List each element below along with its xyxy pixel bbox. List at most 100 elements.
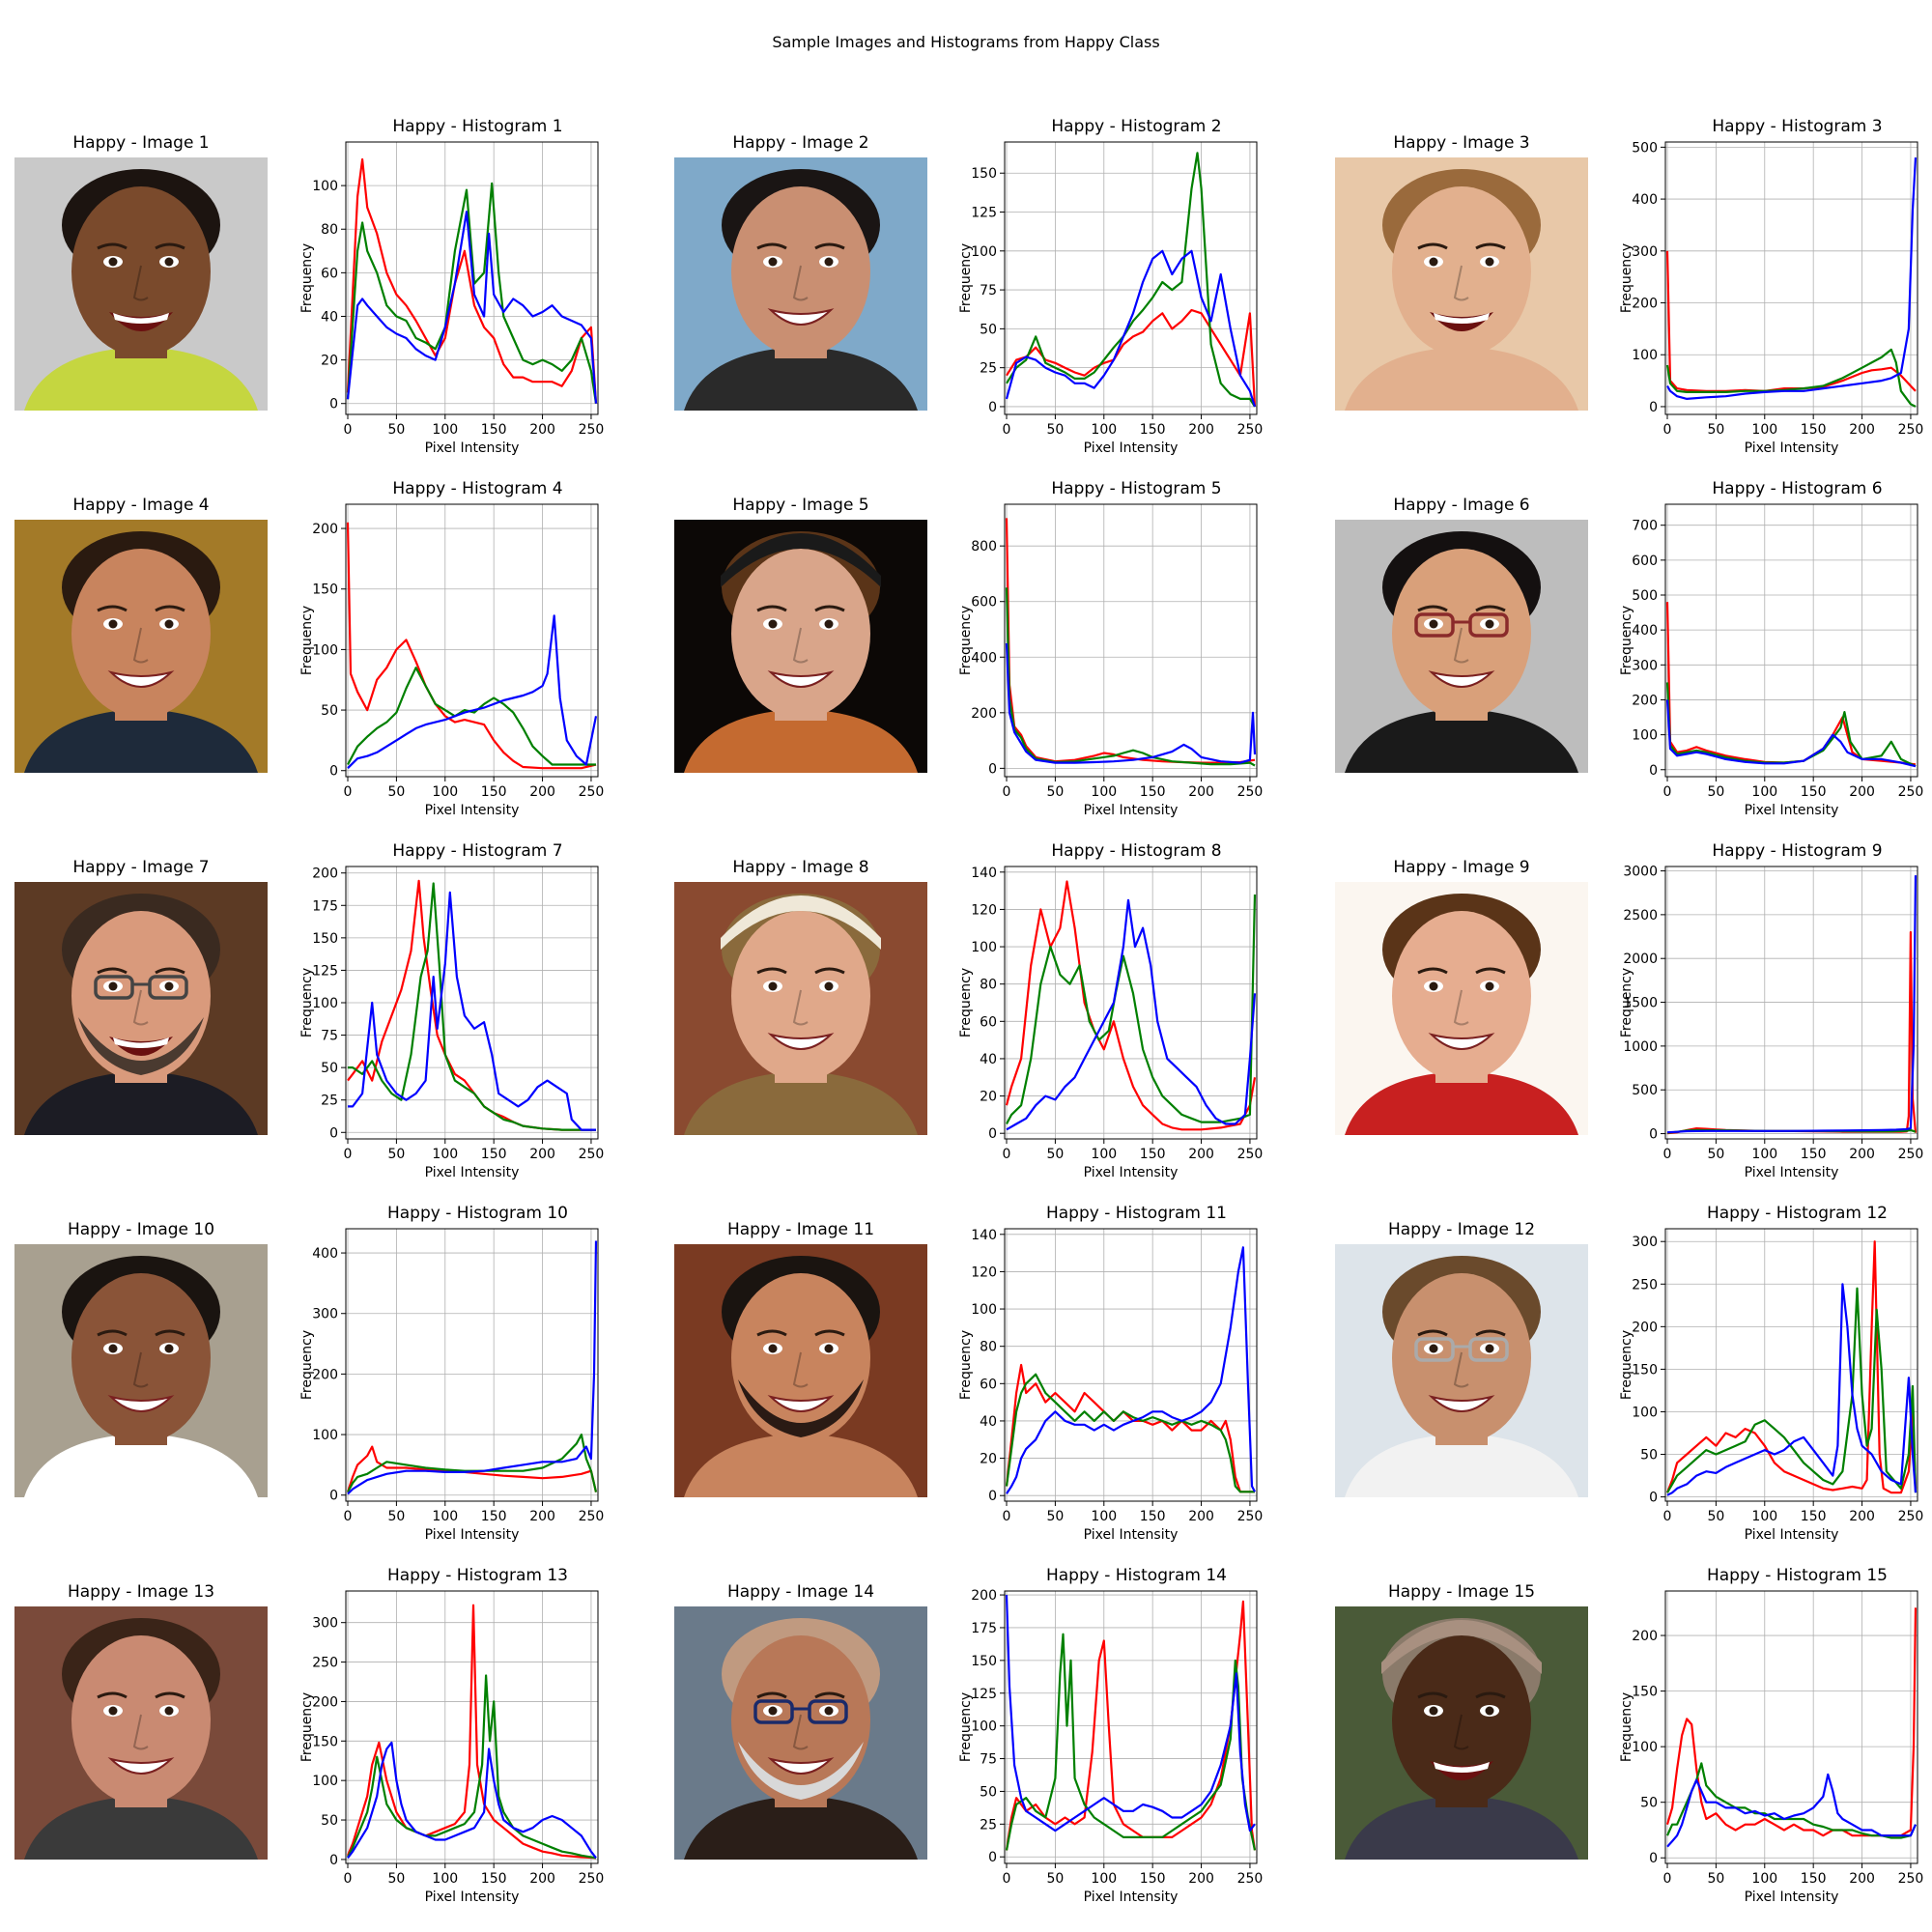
series-group [1005,1595,1257,1851]
x-tick-label: 100 [1751,1871,1777,1887]
series-line-blue [347,1240,598,1495]
y-tick-label: 0 [1649,763,1658,779]
left-eyebrow [756,1691,787,1699]
x-tick-label: 250 [579,1147,605,1162]
right-pupil [824,1706,834,1716]
x-ticks: 0 50 100 150 200 250 [1003,1139,1263,1162]
left-pupil [768,1344,778,1353]
y-axis-label: Frequency [299,1330,315,1400]
glasses-right-lens [808,1699,848,1724]
histogram-title: Happy - Histogram 14 [1045,1566,1227,1585]
sample-image-panel: Happy - Image 5 [674,496,927,773]
x-tick-label: 100 [432,784,458,800]
series-line-red [1665,1607,1918,1837]
series-line-blue [1666,1283,1918,1496]
face-drawing [1335,520,1588,773]
smile [767,308,835,326]
x-axis-label: Pixel Intensity [1084,440,1179,456]
x-tick-label: 100 [1091,1871,1117,1887]
x-tick-label: 150 [1140,784,1166,800]
histogram-chart: 0 50 100 150 200 250 0 50 100 150 200 250 300 Pixel I… [299,1590,604,1905]
face [71,186,211,356]
y-tick-label: 1500 [1623,996,1658,1011]
left-eyebrow [97,605,128,612]
face [71,911,211,1081]
histogram-title: Happy - Histogram 6 [1712,479,1883,498]
smile [767,1395,835,1412]
x-tick-label: 200 [1849,1509,1875,1524]
smile [1428,670,1495,688]
axes-frame [1664,1590,1918,1864]
axes-frame [1664,866,1918,1140]
histogram-title: Happy - Histogram 10 [386,1204,568,1223]
x-tick-label: 200 [529,1147,555,1162]
sample-image-panel: Happy - Image 4 [14,496,268,773]
left-pupil [768,981,778,991]
x-tick-label: 150 [481,422,507,438]
histogram-chart: 0 50 100 150 200 250 0 25 50 75 100 125 150 175 200 Pix… [299,866,605,1180]
x-tick-label: 250 [579,784,605,800]
left-eyebrow [1417,1329,1448,1337]
smile [767,670,835,688]
x-axis-label: Pixel Intensity [1745,1889,1839,1905]
left-pupil [108,1706,118,1716]
nose [132,1351,149,1388]
y-axis-label: Frequency [299,1692,315,1762]
histogram-title: Happy - Histogram 12 [1706,1204,1888,1223]
nose [1453,1714,1469,1750]
left-eyebrow [756,1329,787,1337]
y-tick-label: 25 [321,1094,338,1109]
y-tick-label: 125 [971,206,997,221]
x-tick-label: 50 [387,1871,405,1887]
face-photo [1335,1606,1588,1860]
glasses-left-lens [94,975,134,1000]
y-tick-label: 200 [312,867,338,882]
x-ticks: 0 50 100 150 200 250 [344,1501,604,1524]
face-drawing [14,157,268,411]
right-eyebrow [1475,1329,1506,1337]
y-tick-label: 0 [1649,400,1658,415]
histogram-chart: 0 50 100 150 200 250 0 25 50 75 100 125 150 Pixel Int… [958,141,1264,456]
series-line-red [1005,518,1256,764]
y-tick-label: 2000 [1623,952,1658,967]
right-eyebrow [814,242,845,250]
histogram-title: Happy - Histogram 8 [1051,841,1222,861]
y-tick-label: 0 [1649,1127,1658,1143]
y-tick-label: 400 [1632,192,1658,208]
x-tick-label: 0 [1003,1147,1011,1162]
x-tick-label: 0 [1663,1871,1672,1887]
series-line-red [1666,930,1918,1135]
x-tick-label: 250 [1237,422,1264,438]
left-pupil [1429,1344,1438,1353]
shoulders [1345,709,1578,773]
series-group [1665,1240,1918,1496]
right-pupil [164,257,174,267]
shoulders [1345,1796,1578,1860]
shoulders [24,347,258,411]
right-eyebrow [814,1329,845,1337]
x-ticks: 0 50 100 150 200 250 [1003,414,1264,438]
nose [792,1714,809,1750]
series-line-red [346,1604,597,1860]
axes-frame [345,1590,599,1864]
histogram-chart: 0 50 100 150 200 250 0 20 40 60 80 100 120 140 Pixel I… [958,1228,1263,1543]
face-drawing [674,1606,927,1860]
glasses-right-lens [1468,612,1509,638]
histogram-panel: Happy - Histogram 3 0 50 100 150 200 250 0 100 20… [1619,117,1929,463]
x-tick-label: 150 [1801,422,1827,438]
y-tick-label: 120 [971,1264,997,1280]
teeth [113,1037,169,1048]
sample-image-panel: Happy - Image 11 [674,1220,927,1497]
y-tick-label: 200 [312,522,338,537]
x-tick-label: 200 [1849,1871,1875,1887]
left-pupil [1429,619,1438,629]
left-eyebrow [756,605,787,612]
grid [1665,1591,1918,1863]
y-tick-label: 100 [312,642,338,658]
y-tick-label: 125 [312,963,338,979]
y-tick-label: 100 [312,1428,338,1443]
histogram-title: Happy - Histogram 11 [1045,1204,1227,1223]
face [1392,186,1531,356]
x-axis-label: Pixel Intensity [1084,1889,1179,1905]
series-group [1666,875,1918,1135]
